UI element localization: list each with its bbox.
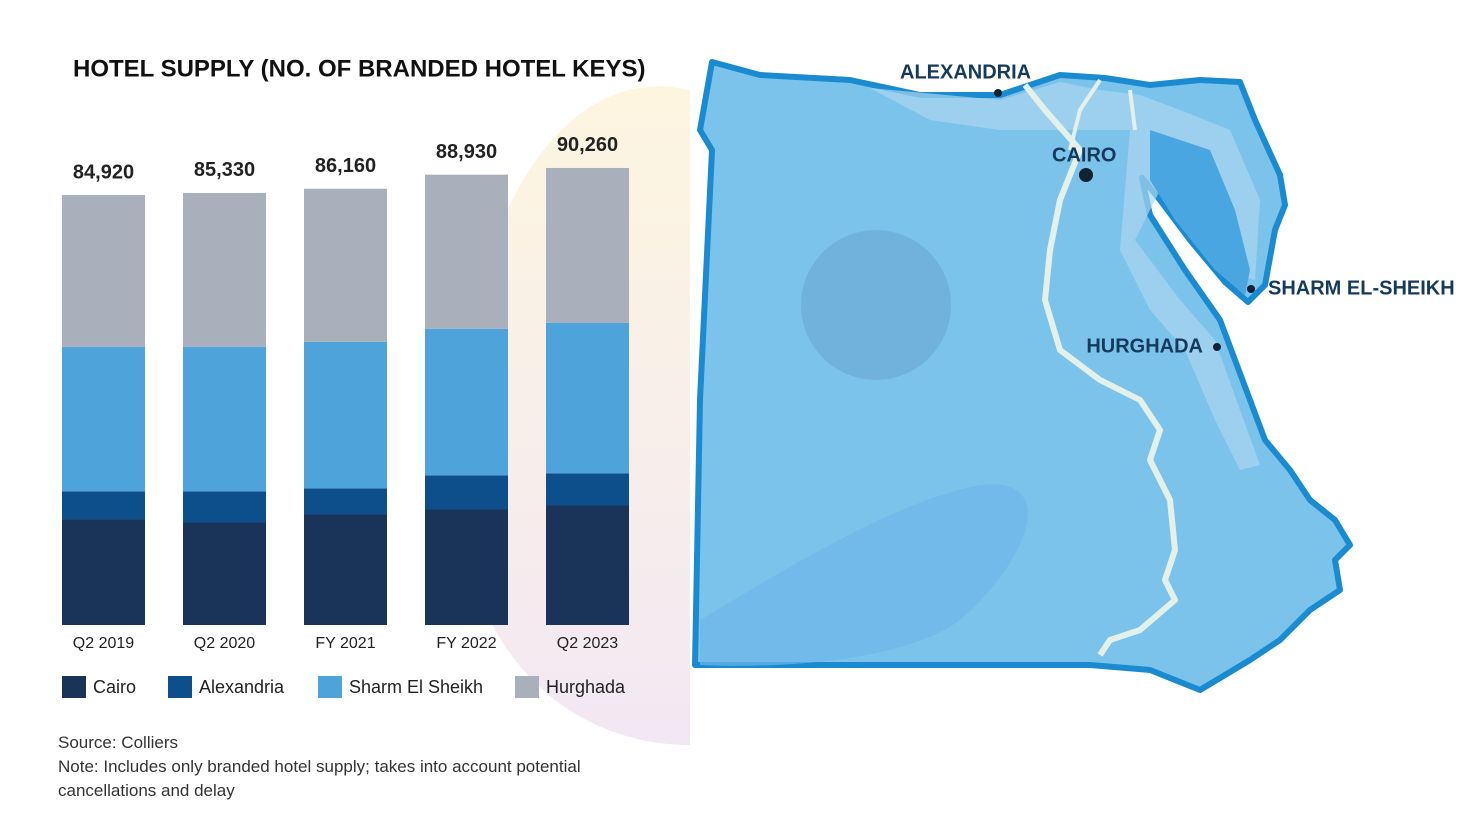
bar-segment: [62, 346, 145, 492]
legend-swatch: [168, 676, 192, 698]
city-dot: [1079, 168, 1093, 182]
bar-segment: [304, 514, 387, 625]
source: Source: Colliers: [58, 733, 178, 752]
total-label: 88,930: [436, 141, 497, 163]
city-dot: [994, 89, 1002, 97]
bar-segment: [304, 488, 387, 515]
chart-title: HOTEL SUPPLY (NO. OF BRANDED HOTEL KEYS): [73, 55, 646, 82]
legend-swatch: [62, 676, 86, 698]
total-label: 84,920: [73, 161, 134, 183]
city-label: ALEXANDRIA: [900, 61, 1031, 83]
bar-segment: [425, 509, 508, 625]
bar-segment: [304, 188, 387, 342]
x-tick-label: FY 2022: [436, 635, 496, 652]
sinai-shade: [1150, 130, 1250, 295]
total-label: 90,260: [557, 134, 618, 156]
city-label: HURGHADA: [1086, 335, 1203, 357]
decor-circle: [801, 230, 951, 380]
bar-segment: [304, 341, 387, 489]
total-label: 85,330: [194, 159, 255, 181]
legend-label: Cairo: [93, 677, 136, 697]
decor-shape: [700, 484, 1028, 666]
city-dot: [1213, 343, 1221, 351]
nile-delta: [1068, 78, 1137, 151]
note: Note: Includes only branded hotel supply…: [58, 757, 581, 800]
bar-segment: [546, 473, 629, 506]
nile: [1022, 83, 1178, 657]
map: ALEXANDRIA CAIRO SHARM EL-SHEIKH HURGHAD…: [692, 59, 1455, 693]
bar-segment: [425, 475, 508, 510]
bar-segment: [183, 346, 266, 492]
bar-segment: [62, 491, 145, 520]
x-tick-label: FY 2021: [315, 635, 375, 652]
city-label: CAIRO: [1052, 144, 1116, 166]
bar-segment: [425, 328, 508, 476]
x-tick-label: Q2 2023: [557, 635, 618, 652]
legend-swatch: [318, 676, 342, 698]
legend-label: Alexandria: [199, 677, 285, 697]
legend-label: Hurghada: [546, 677, 626, 697]
x-tick-label: Q2 2019: [73, 635, 134, 652]
bar-segment: [425, 174, 508, 329]
bar-segment: [62, 195, 145, 347]
bar-segment: [183, 522, 266, 625]
bar-segment: [62, 519, 145, 625]
x-tick-label: Q2 2020: [194, 635, 255, 652]
total-label: 86,160: [315, 155, 376, 177]
bar-segment: [183, 491, 266, 523]
bar-segment: [546, 167, 629, 323]
bar-segment: [546, 322, 629, 474]
city-dot: [1247, 285, 1255, 293]
bar-segment: [546, 505, 629, 625]
bar-segment: [183, 192, 266, 347]
legend-swatch: [515, 676, 539, 698]
city-label: SHARM EL-SHEIKH: [1268, 277, 1455, 299]
legend-label: Sharm El Sheikh: [349, 677, 483, 697]
